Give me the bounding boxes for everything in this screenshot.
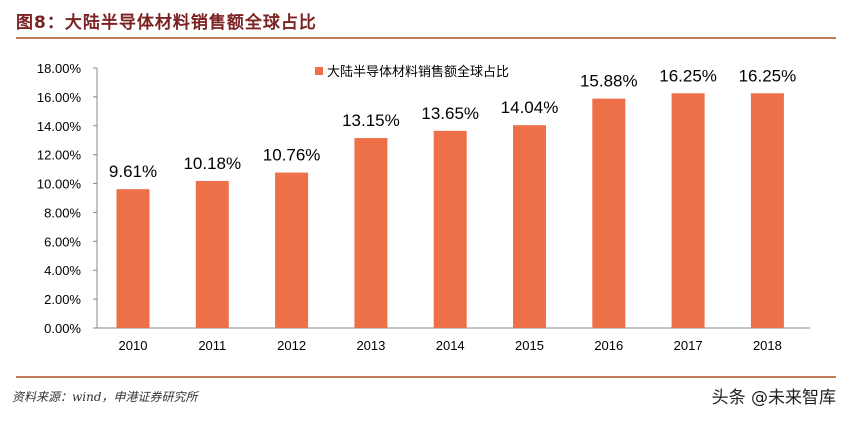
figure-title: 图8：大陆半导体材料销售额全球占比 (16, 13, 317, 33)
data-label: 10.18% (183, 154, 241, 173)
data-label: 16.25% (659, 66, 717, 85)
bar-2010 (116, 189, 150, 328)
x-tick-label: 2016 (594, 338, 623, 353)
legend-label: 大陆半导体材料销售额全球占比 (327, 64, 509, 80)
y-tick-label: 12.00% (37, 148, 82, 163)
legend-swatch (315, 67, 323, 75)
y-tick-label: 18.00% (37, 61, 82, 76)
bar-2018 (750, 93, 784, 329)
y-tick-label: 10.00% (37, 177, 82, 192)
y-tick-label: 14.00% (37, 119, 82, 134)
y-tick-label: 4.00% (44, 263, 81, 278)
x-tick-label: 2013 (356, 338, 385, 353)
x-tick-label: 2015 (515, 338, 544, 353)
x-tick-label: 2018 (753, 338, 782, 353)
data-label: 15.88% (580, 72, 638, 91)
watermark: 头条 @未来智库 (711, 388, 836, 408)
data-label: 9.61% (109, 162, 157, 181)
x-tick-label: 2011 (198, 338, 226, 353)
data-label: 13.15% (342, 111, 400, 130)
bar-2016 (592, 98, 626, 328)
data-label: 14.04% (501, 98, 559, 117)
bar-chart: 0.00% 2.00% 4.00% 6.00% 8.00% 10.00% 12.00% 14.… (37, 61, 810, 353)
footer-rule (16, 376, 836, 378)
data-label: 10.76% (263, 146, 321, 165)
bar-2017 (671, 93, 705, 329)
y-tick-label: 8.00% (44, 205, 81, 220)
y-tick-label: 16.00% (37, 90, 82, 105)
x-tick-label: 2017 (674, 338, 703, 353)
bar-2011 (195, 180, 229, 328)
y-tick-label: 0.00% (44, 321, 81, 336)
data-label: 13.65% (421, 104, 479, 123)
bar-2012 (275, 172, 309, 328)
bar-2014 (433, 130, 467, 328)
x-tick-label: 2012 (277, 338, 306, 353)
bar-2015 (513, 125, 546, 328)
x-tick-label: 2010 (119, 338, 148, 353)
bar-2013 (354, 138, 388, 328)
x-tick-label: 2014 (436, 338, 465, 353)
y-tick-label: 2.00% (44, 292, 81, 307)
title-rule (16, 37, 836, 39)
y-tick-label: 6.00% (44, 234, 81, 249)
data-label: 16.25% (739, 66, 797, 85)
source-note: 资料来源：wind，申港证券研究所 (12, 390, 198, 404)
